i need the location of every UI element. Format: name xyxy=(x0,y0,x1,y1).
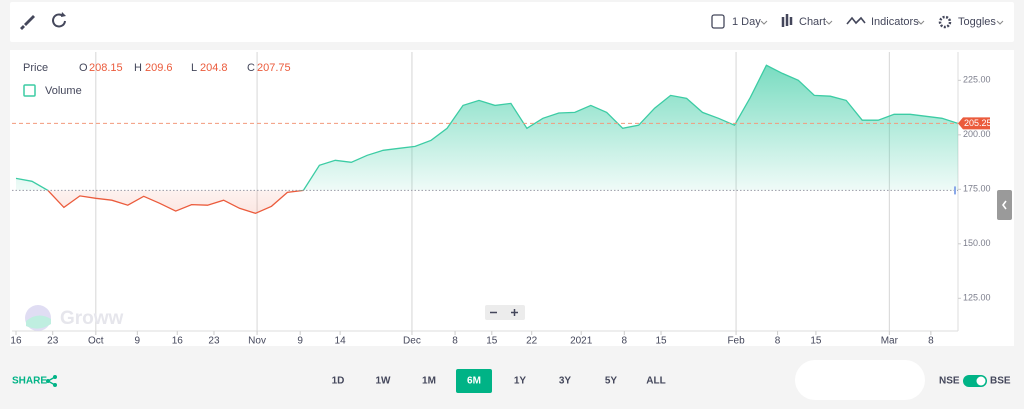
range-button[interactable]: ALL xyxy=(646,376,665,387)
open-value: 208.15 xyxy=(89,62,123,74)
open-label: O xyxy=(79,62,88,74)
share-button[interactable]: SHARE xyxy=(12,376,47,387)
baseline-marker xyxy=(954,186,956,195)
range-button[interactable]: 3Y xyxy=(559,376,572,387)
watermark: Groww xyxy=(60,308,124,329)
area xyxy=(15,65,958,214)
x-tick-label: 8 xyxy=(775,336,781,347)
high-label: H xyxy=(134,62,142,74)
y-tick-label: 125.00 xyxy=(963,293,991,303)
chart-button[interactable]: Chart xyxy=(799,16,826,28)
brush-icon[interactable] xyxy=(20,15,35,30)
last-price-label: 205.25 xyxy=(964,118,992,128)
gear-icon[interactable] xyxy=(938,15,952,29)
x-tick-label: Oct xyxy=(88,336,104,347)
indicator-icon[interactable] xyxy=(846,16,866,25)
toolbar xyxy=(10,2,1014,42)
y-tick-label: 200.00 xyxy=(963,129,991,139)
x-tick-label: Mar xyxy=(881,336,899,347)
x-tick-label: 9 xyxy=(135,336,141,347)
range-button[interactable]: 5Y xyxy=(605,376,618,387)
last-price-tag xyxy=(958,117,990,130)
refresh-icon[interactable] xyxy=(52,13,66,28)
x-tick-label: 8 xyxy=(622,336,628,347)
collapse-arrow xyxy=(1002,200,1007,210)
x-tick-label: 15 xyxy=(486,336,498,347)
low-label: L xyxy=(191,62,197,74)
x-tick-label: 16 xyxy=(172,336,184,347)
x-tick-label: 15 xyxy=(655,336,667,347)
caret xyxy=(825,20,833,25)
range-button[interactable]: 1D xyxy=(332,376,345,387)
price-line xyxy=(15,64,958,214)
high-value: 209.6 xyxy=(145,62,173,74)
y-tick-label: 150.00 xyxy=(963,238,991,248)
range-button[interactable]: 1Y xyxy=(514,376,527,387)
refresh-arrow xyxy=(61,12,66,17)
x-tick-label: Nov xyxy=(248,336,266,347)
volume-checkbox[interactable] xyxy=(23,84,36,97)
caret xyxy=(760,20,768,25)
share-dot xyxy=(46,379,50,383)
toggle-knob xyxy=(976,376,986,386)
range-button[interactable]: 1M xyxy=(422,376,436,387)
close-value: 207.75 xyxy=(257,62,291,74)
share-dot xyxy=(53,375,57,379)
x-tick-label: Dec xyxy=(403,336,421,347)
x-tick-label: 14 xyxy=(335,336,347,347)
zoom-box xyxy=(485,305,525,320)
x-tick-label: 22 xyxy=(526,336,538,347)
x-tick-label: 23 xyxy=(208,336,220,347)
low-value: 204.8 xyxy=(200,62,228,74)
plot xyxy=(15,52,958,331)
x-tick-label: Feb xyxy=(727,336,745,347)
y-tick-label: 225.00 xyxy=(963,75,991,85)
x-tick-label: 2021 xyxy=(570,336,593,347)
range-button[interactable]: 6M xyxy=(467,376,481,387)
caret xyxy=(996,20,1004,25)
x-tick-label: 8 xyxy=(928,336,934,347)
caret xyxy=(917,20,925,25)
x-tick-label: 9 xyxy=(297,336,303,347)
nse-label[interactable]: NSE xyxy=(939,376,960,387)
overlay-blob xyxy=(795,360,925,400)
watermark-logo-wave xyxy=(26,315,51,329)
interval-button[interactable]: 1 Day xyxy=(732,16,761,28)
x-tick-label: 15 xyxy=(810,336,822,347)
volume-label[interactable]: Volume xyxy=(45,85,82,97)
range-active-bg xyxy=(456,369,492,393)
collapse-button[interactable] xyxy=(997,190,1012,220)
close-label: C xyxy=(247,62,255,74)
range-button[interactable]: 1W xyxy=(376,376,392,387)
x-tick-label: 23 xyxy=(47,336,59,347)
x-tick-label: 8 xyxy=(452,336,458,347)
zoom-in[interactable] xyxy=(511,309,518,316)
indicators-button[interactable]: Indicators xyxy=(871,16,919,28)
toggles-button[interactable]: Toggles xyxy=(958,16,996,28)
chart-icon[interactable] xyxy=(781,14,793,27)
x-tick-label: 16 xyxy=(10,336,22,347)
y-tick-label: 175.00 xyxy=(963,184,991,194)
calendar-icon[interactable] xyxy=(711,14,725,29)
price-label: Price xyxy=(23,62,48,74)
share-dot xyxy=(53,383,57,387)
bse-label[interactable]: BSE xyxy=(990,376,1011,387)
